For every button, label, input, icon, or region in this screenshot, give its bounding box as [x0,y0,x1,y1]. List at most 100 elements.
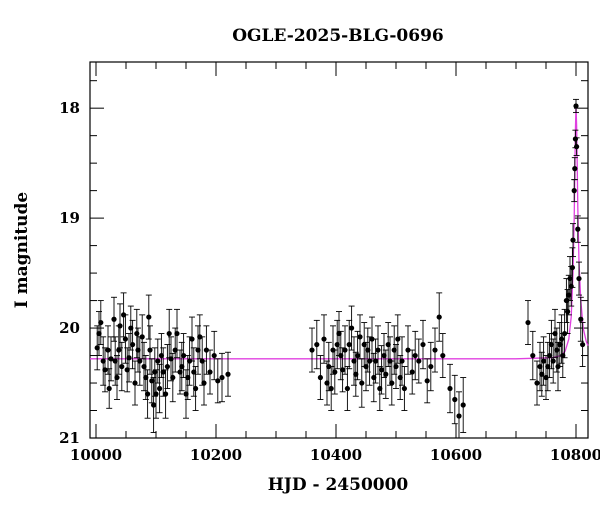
point-marker [117,323,123,329]
point-marker [195,347,201,353]
data-point [571,157,578,181]
point-marker [340,367,346,373]
point-marker [381,352,387,359]
point-marker [405,347,411,353]
point-marker [373,358,379,364]
data-point [201,360,207,406]
data-point [382,349,389,399]
point-marker [172,347,178,353]
point-marker [155,358,161,364]
point-marker [141,363,147,370]
point-marker [132,380,138,386]
point-marker [149,378,155,384]
point-marker [547,352,553,359]
point-marker [139,334,145,340]
data-point [339,347,346,393]
point-marker [574,144,580,150]
data-point [160,347,167,397]
y-tick-label: 19 [59,209,80,227]
point-marker [554,347,560,353]
point-marker [321,336,327,342]
point-marker [460,402,466,408]
data-point [105,325,111,375]
x-tick-label: 10800 [550,446,600,464]
point-marker [399,358,405,364]
data-point [147,325,153,375]
data-point [164,344,171,389]
point-marker [112,358,118,364]
point-marker [566,292,572,298]
point-marker [570,237,576,243]
point-marker [349,325,355,331]
data-point [132,360,138,406]
data-point [534,360,540,406]
data-point [573,98,579,114]
data-point [211,330,218,381]
point-marker [147,347,153,353]
data-point [118,341,125,392]
data-point [451,374,458,425]
data-point [334,319,341,370]
point-marker [179,363,185,370]
data-point [313,319,320,370]
point-marker [177,369,183,375]
point-marker [565,308,571,315]
point-marker [116,347,122,353]
point-marker [578,316,584,322]
point-marker [575,226,581,232]
data-point [169,352,176,403]
point-marker [102,367,108,373]
data-point [214,358,221,404]
point-marker [338,352,344,359]
point-marker [98,319,104,326]
point-marker [225,371,231,377]
point-marker [114,374,120,381]
point-marker [317,374,323,381]
point-marker [168,356,174,362]
point-marker [534,380,540,386]
point-marker [351,358,357,364]
point-marker [424,378,430,384]
point-marker [174,330,180,337]
point-marker [428,363,434,370]
data-point [317,355,324,400]
plot-frame [89,61,589,439]
data-point [424,358,431,404]
point-marker [201,380,207,386]
point-marker [541,358,547,364]
point-marker [436,314,442,320]
point-marker [548,341,555,348]
data-point [331,349,338,395]
point-marker [346,341,352,348]
data-point [405,325,411,375]
data-point [162,369,169,419]
data-point [447,363,453,414]
point-marker [130,341,136,348]
point-marker [537,363,543,370]
point-marker [389,380,395,386]
point-marker [353,371,359,377]
point-marker [452,396,458,403]
data-point [122,314,129,364]
point-marker [409,369,415,375]
point-marker [314,341,320,348]
point-marker [332,369,338,375]
data-point [225,351,231,397]
data-point [559,333,566,378]
point-marker [160,369,166,375]
point-marker [375,347,381,353]
data-point [412,330,419,381]
point-marker [571,188,577,194]
point-marker [359,380,365,386]
x-axis-label: HJD - 2450000 [268,475,409,495]
data-point [415,338,422,384]
tick-labels-layer: 10000 10200 10400 10600 10800 18 19 20 21 [59,99,600,464]
point-marker [106,385,112,392]
point-marker [203,347,209,353]
data-point [203,325,210,375]
point-marker [108,356,114,362]
point-marker [336,330,342,337]
data-point [111,296,117,342]
data-point [219,352,225,403]
point-marker [163,391,169,397]
